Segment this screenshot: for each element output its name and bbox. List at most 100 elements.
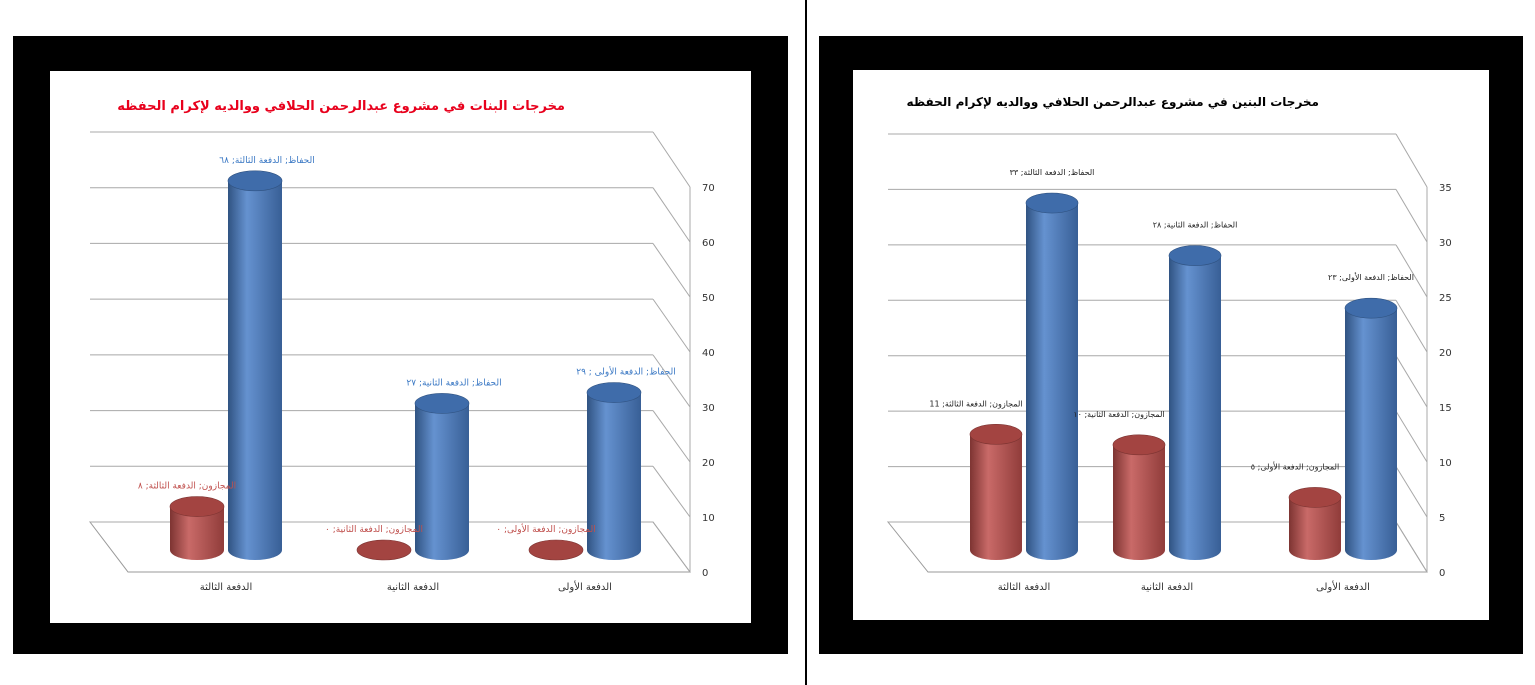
data-label-mujazoon: المجازون; الدفعة الثالثة; ٨	[138, 482, 236, 492]
y-tick-label: 20	[702, 458, 715, 469]
gridline-side	[652, 187, 691, 243]
bar-top-mujazoon	[528, 539, 584, 561]
data-label-mujazoon: المجازون; الدفعة الأولى; ٠	[496, 523, 595, 535]
y-tick-label: 70	[702, 183, 715, 194]
data-labels: المجازون; الدفعة الثالثة; ٨ الحفاظ; الدفع…	[138, 156, 676, 535]
bar-body-huffaz	[1169, 255, 1221, 560]
bar-body-huffaz	[1026, 203, 1078, 560]
chart-title: مخرجات البنين في مشروع عبدالرحمن الحلافي…	[907, 95, 1319, 110]
data-label-mujazoon: المجازون; الدفعة الثانية; ٠	[325, 525, 423, 535]
bar-huffaz	[1168, 245, 1222, 560]
bar-body-huffaz	[1345, 308, 1397, 560]
gridline-side	[1395, 466, 1428, 518]
girls-chart-panel: مخرجات البنات في مشروع عبدالرحمن الحلافي…	[13, 36, 788, 654]
gridline-side	[1395, 300, 1428, 353]
bar-huffaz	[414, 393, 470, 560]
bar-top-huffaz	[227, 170, 283, 192]
y-tick-label: 25	[1439, 293, 1452, 304]
panel-divider	[805, 0, 807, 685]
y-tick-label: 10	[702, 513, 715, 524]
bar-body-huffaz	[415, 403, 469, 560]
data-label-mujazoon: المجازون; الدفعة الثالثة; 11	[929, 399, 1022, 408]
category-label: الدفعة الثانية	[387, 582, 439, 593]
gridline-side	[652, 521, 691, 573]
gridline-side	[652, 410, 691, 463]
data-label-mujazoon: المجازون; الدفعة الثانية; ١٠	[1073, 410, 1164, 419]
gridline-side	[1395, 521, 1428, 573]
y-tick-label: 5	[1439, 513, 1445, 524]
bar-top-mujazoon	[169, 496, 225, 517]
y-tick-label: 35	[1439, 183, 1452, 194]
y-tick-labels: 0 10 20 30 40 50 60 70	[702, 183, 715, 579]
data-label-huffaz: الحفاظ; الدفعة الثانية; ٢٧	[406, 378, 501, 388]
gridline-side	[1395, 133, 1428, 188]
bar-top-huffaz	[1025, 192, 1079, 214]
bar-top-huffaz	[586, 382, 642, 403]
gridline-side	[1395, 189, 1428, 243]
bar-body-huffaz	[587, 392, 641, 560]
data-label-mujazoon: المجازون; الدفعة الأولى; ٥	[1251, 461, 1339, 471]
bar-mujazoon	[169, 496, 225, 560]
gridline-side	[1395, 244, 1428, 298]
gridlines	[90, 131, 691, 573]
data-label-huffaz: الحفاظ; الدفعة الثالثة; ٦٨	[219, 156, 314, 166]
gridline-side	[652, 131, 691, 188]
y-tick-label: 15	[1439, 403, 1452, 414]
y-tick-label: 0	[702, 568, 708, 579]
bar-huffaz	[227, 170, 283, 560]
category-label: الدفعة الثانية	[1141, 582, 1193, 593]
bar-mujazoon	[528, 539, 584, 561]
bar-body-mujazoon	[170, 506, 224, 560]
bars	[169, 170, 642, 561]
chart-title: مخرجات البنات في مشروع عبدالرحمن الحلافي…	[117, 99, 565, 114]
gridline-side	[1395, 355, 1428, 408]
y-tick-label: 20	[1439, 348, 1452, 359]
bar-top-mujazoon	[1288, 487, 1342, 508]
category-label: الدفعة الأولى	[1316, 580, 1370, 593]
y-tick-label: 30	[702, 403, 715, 414]
girls-chart: مخرجات البنات في مشروع عبدالرحمن الحلافي…	[50, 71, 751, 623]
bar-mujazoon	[1288, 487, 1342, 560]
y-tick-label: 50	[702, 293, 715, 304]
y-tick-labels: 0 5 10 15 20 25 30 35	[1439, 183, 1452, 579]
bar-body-huffaz	[228, 180, 282, 560]
bar-body-mujazoon	[1113, 444, 1165, 560]
bar-mujazoon	[969, 424, 1023, 560]
bar-top-huffaz	[414, 393, 470, 414]
gridline-side	[1395, 410, 1428, 463]
y-tick-label: 40	[702, 348, 715, 359]
bar-top-huffaz	[1168, 245, 1222, 266]
bar-mujazoon	[1112, 434, 1166, 560]
boys-chart: مخرجات البنين في مشروع عبدالرحمن الحلافي…	[853, 70, 1489, 620]
bar-mujazoon	[356, 539, 412, 561]
category-labels: الدفعة الثالثة الدفعة الثانية الدفعة الأول…	[200, 580, 612, 593]
data-label-huffaz: الحفاظ; الدفعة الثالثة; ٣٣	[1010, 168, 1095, 177]
chart-mat	[50, 71, 751, 623]
y-tick-label: 60	[702, 238, 715, 249]
y-tick-label: 0	[1439, 568, 1445, 579]
bar-body-mujazoon	[970, 434, 1022, 560]
category-label: الدفعة الأولى	[558, 580, 612, 593]
category-label: الدفعة الثالثة	[998, 582, 1051, 593]
data-labels: المجازون; الدفعة الثالثة; 11 الحفاظ; الدف…	[929, 168, 1414, 471]
bar-huffaz	[586, 382, 642, 560]
y-tick-label: 30	[1439, 238, 1452, 249]
gridline-side	[652, 465, 691, 518]
gridline-side	[652, 354, 691, 408]
gridline-side	[652, 298, 691, 353]
gridline-side	[652, 243, 691, 298]
bars	[969, 192, 1398, 560]
bar-top-mujazoon	[969, 424, 1023, 445]
bar-huffaz	[1344, 297, 1398, 560]
bar-top-mujazoon	[1112, 434, 1166, 456]
category-label: الدفعة الثالثة	[200, 582, 253, 593]
bar-top-mujazoon	[356, 539, 412, 561]
bar-body-mujazoon	[1289, 497, 1341, 560]
boys-chart-panel: مخرجات البنين في مشروع عبدالرحمن الحلافي…	[819, 36, 1523, 654]
data-label-huffaz: الحفاظ; الدفعة الأولى ; ٢٩	[576, 366, 676, 378]
bar-huffaz	[1025, 192, 1079, 560]
data-label-huffaz: الحفاظ; الدفعة الثانية; ٢٨	[1153, 221, 1238, 230]
y-tick-label: 10	[1439, 458, 1452, 469]
bar-top-huffaz	[1344, 297, 1398, 319]
